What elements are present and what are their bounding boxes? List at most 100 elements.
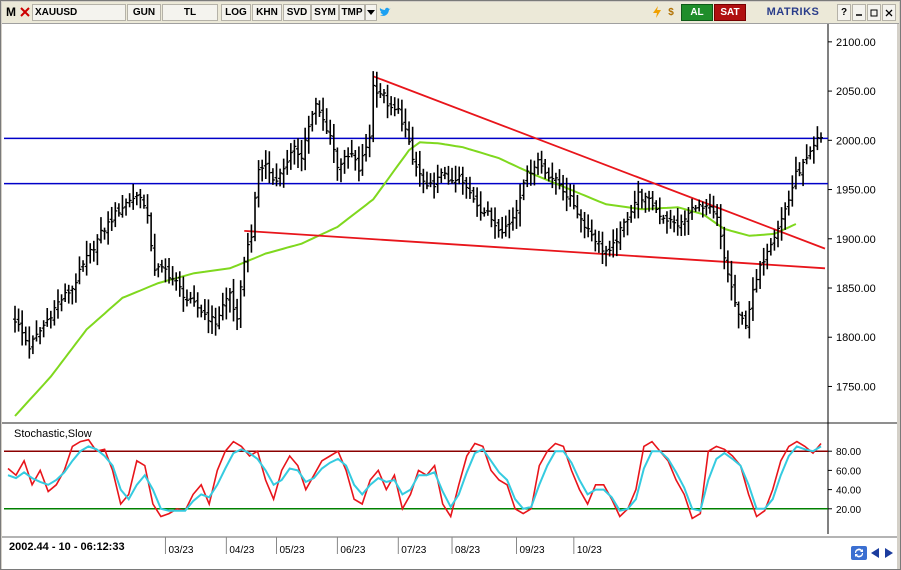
sym-button[interactable]: SYM [311, 4, 339, 21]
ohlc-bar [324, 108, 329, 134]
ohlc-bar [38, 327, 43, 345]
ohlc-bar [457, 166, 462, 185]
khn-button[interactable]: KHN [252, 4, 282, 21]
ohlc-bar [177, 271, 182, 297]
ohlc-bar [410, 126, 415, 165]
price-panel [4, 24, 828, 420]
sell-button[interactable]: SAT [714, 4, 746, 21]
ohlc-bar [66, 284, 71, 304]
ohlc-bar [797, 162, 802, 177]
toolbar: M XAUUSD GUN TL LOG KHN SVD SYM TMP $ AL… [2, 2, 899, 24]
period-button[interactable]: GUN [127, 4, 161, 21]
ohlc-bar [260, 159, 265, 182]
ohlc-bar [127, 193, 132, 208]
ohlc-bar [611, 229, 616, 258]
symbol-field[interactable]: XAUUSD [32, 4, 126, 21]
ohlc-bar [654, 200, 659, 213]
ohlc-bar [378, 83, 383, 99]
ohlc-bar [238, 280, 243, 328]
y-tick-label: 1800.00 [836, 332, 876, 344]
ohlc-bar [725, 250, 730, 283]
svd-button[interactable]: SVD [283, 4, 311, 21]
maximize-icon[interactable] [867, 4, 881, 21]
ohlc-bar [389, 96, 394, 116]
ohlc-bar [424, 171, 429, 190]
brand-logo: MATRIKS [766, 6, 820, 18]
ohlc-bar [163, 258, 168, 283]
x-tick-label: 06/23 [340, 545, 365, 556]
ohlc-bar [783, 202, 788, 230]
buy-button[interactable]: AL [681, 4, 713, 21]
scroll-right-icon[interactable] [883, 546, 893, 560]
ohlc-bar [586, 214, 591, 238]
refresh-icon[interactable] [851, 546, 867, 560]
help-icon[interactable]: ? [837, 4, 851, 21]
ohlc-bar [776, 220, 781, 248]
ohlc-bar [589, 219, 594, 242]
ohlc-bar [138, 188, 143, 209]
ohlc-bar [661, 214, 666, 224]
ohlc-bar [338, 158, 343, 183]
y-tick-label: 1900.00 [836, 234, 876, 246]
ohlc-bar [55, 289, 60, 319]
ohlc-bar [95, 234, 100, 266]
ohlc-bar [70, 285, 75, 305]
menu-m-button[interactable]: M [6, 5, 16, 19]
ohlc-bar [489, 207, 494, 228]
y-tick-label: 2000.00 [836, 135, 876, 147]
ohlc-bar [321, 97, 326, 131]
ohlc-bar [553, 172, 558, 195]
x-tick-label: 09/23 [520, 545, 545, 556]
ohlc-bar [632, 190, 637, 219]
dropdown-arrow-icon[interactable] [365, 4, 377, 21]
ohlc-bar [815, 126, 820, 151]
close-x-icon[interactable] [17, 4, 33, 21]
ohlc-bar [582, 211, 587, 239]
ohlc-bar [52, 300, 57, 326]
log-button[interactable]: LOG [221, 4, 251, 21]
ohlc-bar [310, 110, 315, 132]
moving-average-line [14, 141, 797, 417]
ohlc-bar [224, 287, 229, 320]
chart-svg[interactable]: 1750.00 1800.00 1850.00 1900.00 1950.00 2000.… [2, 24, 897, 569]
chart-area[interactable]: 1750.00 1800.00 1850.00 1900.00 1950.00 2000.… [2, 24, 897, 569]
y-tick-label: 1850.00 [836, 283, 876, 295]
ohlc-bar [446, 165, 451, 185]
twitter-bird-icon[interactable] [377, 4, 393, 21]
ohlc-bar [600, 231, 605, 265]
ohlc-bar [722, 226, 727, 270]
currency-button[interactable]: TL [162, 4, 218, 21]
ohlc-bar [170, 266, 175, 286]
ohlc-bar [285, 149, 290, 175]
window-close-icon[interactable] [882, 4, 896, 21]
dollar-icon[interactable]: $ [668, 7, 674, 18]
ohlc-bar [768, 238, 773, 256]
ohlc-bar [242, 256, 247, 297]
lightning-icon[interactable] [650, 4, 664, 21]
stoch-y-tick-label: 40.00 [836, 486, 861, 497]
ohlc-bar [213, 307, 218, 336]
ohlc-bar [41, 320, 46, 338]
ohlc-bar [521, 179, 526, 201]
ohlc-bar [801, 158, 806, 187]
ohlc-bar [367, 124, 372, 158]
ohlc-bar [704, 198, 709, 216]
ohlc-bar [299, 139, 304, 172]
ohlc-bar [356, 146, 361, 182]
ohlc-bar [618, 221, 623, 251]
ohlc-bar [460, 166, 465, 195]
ohlc-bar [317, 100, 322, 117]
ohlc-bar [740, 311, 745, 325]
ohlc-bar [625, 211, 630, 236]
tmp-button[interactable]: TMP [339, 4, 365, 21]
ohlc-bar [220, 292, 225, 321]
minimize-icon[interactable] [852, 4, 866, 21]
ohlc-bar [13, 305, 17, 333]
y-tick-label: 2050.00 [836, 86, 876, 98]
ohlc-bar [303, 127, 308, 171]
ohlc-bar [596, 230, 601, 253]
ohlc-bar [263, 150, 268, 180]
ohlc-bar [106, 211, 111, 245]
scroll-left-icon[interactable] [870, 546, 880, 560]
